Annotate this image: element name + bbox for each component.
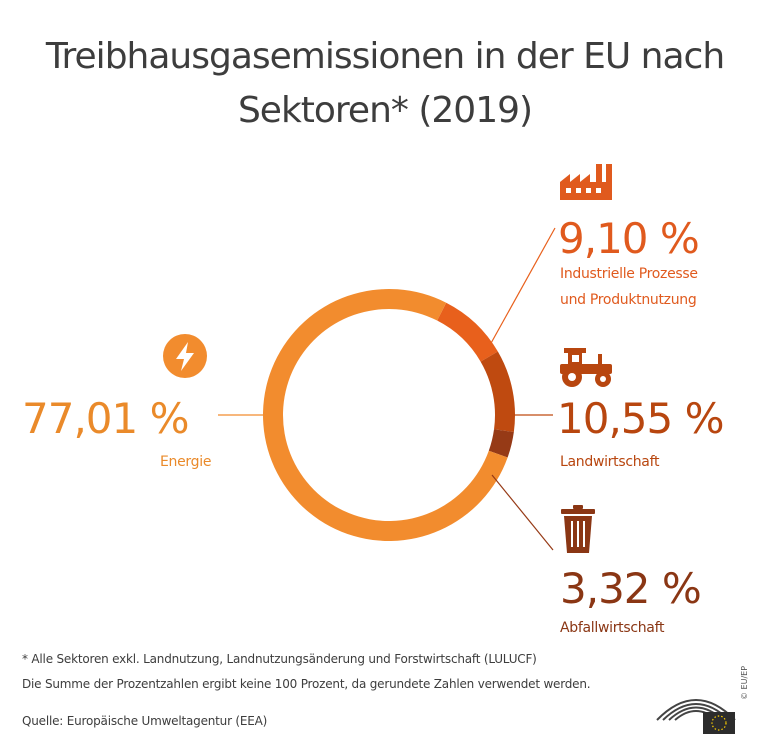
- footnote-rounding: Die Summe der Prozentzahlen ergibt keine…: [22, 677, 591, 691]
- leader-line-abfall: [491, 474, 554, 551]
- donut-slice-abfall: [488, 429, 514, 458]
- label-abfall-pct: 3,32 %: [560, 564, 702, 613]
- label-industrie-name-2: und Produktnutzung: [560, 292, 697, 308]
- label-industrie-pct: 9,10 %: [558, 214, 700, 263]
- donut-slice-landwirtschaft: [480, 351, 515, 433]
- label-industrie-name-1: Industrielle Prozesse: [560, 266, 698, 282]
- label-energie-name: Energie: [160, 454, 212, 470]
- lightning-icon: [163, 334, 207, 378]
- factory-icon: [560, 164, 612, 200]
- label-energie-pct: 77,01 %: [22, 394, 189, 443]
- leader-line-industrie: [489, 227, 556, 346]
- donut-slice-industrie: [437, 302, 498, 362]
- tractor-icon: [560, 348, 612, 387]
- trash-can-icon: [561, 505, 595, 553]
- chart-title: Treibhausgasemissionen in der EU nach Se…: [0, 30, 770, 138]
- copyright-credit: © EU/EP: [740, 665, 749, 700]
- source-note: Quelle: Europäische Umweltagentur (EEA): [22, 714, 268, 728]
- label-land-pct: 10,55 %: [557, 394, 724, 443]
- label-land-name: Landwirtschaft: [560, 454, 660, 470]
- chart-title-line2: Sektoren* (2019): [237, 90, 533, 131]
- european-parliament-logo: [656, 699, 736, 734]
- chart-title-line1: Treibhausgasemissionen in der EU nach: [45, 36, 725, 77]
- label-abfall-name: Abfallwirtschaft: [560, 620, 665, 636]
- footnote-lulucf: * Alle Sektoren exkl. Landnutzung, Landn…: [22, 652, 537, 666]
